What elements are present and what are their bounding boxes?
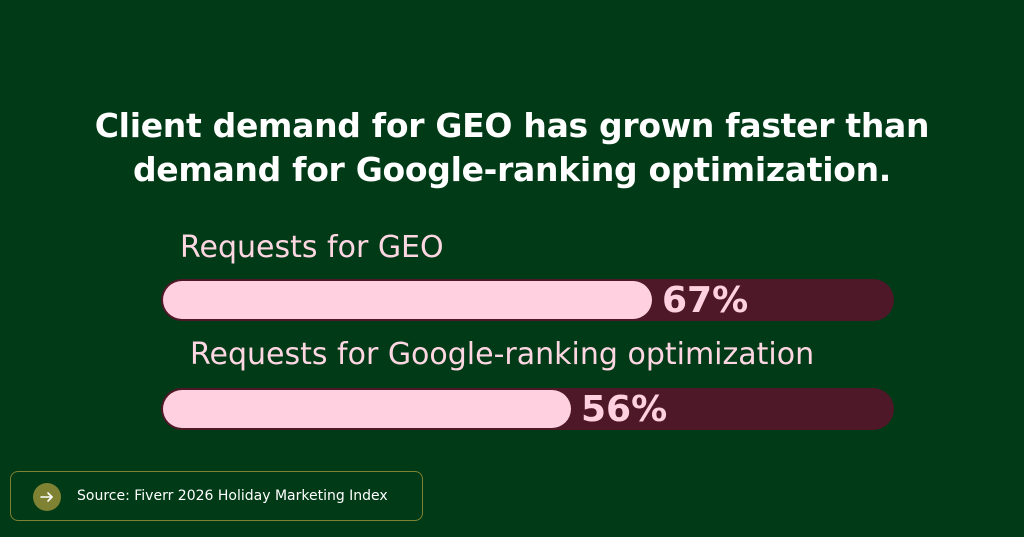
- chart-title: Client demand for GEO has grown faster t…: [62, 104, 962, 192]
- bar-track-google-ranking: 56%: [161, 388, 894, 430]
- bar-fill-geo: [163, 281, 652, 319]
- source-box: Source: Fiverr 2026 Holiday Marketing In…: [10, 471, 423, 521]
- bar-track-geo: 67%: [161, 279, 894, 321]
- bar-label-geo: Requests for GEO: [180, 230, 444, 265]
- chart-title-line-2: demand for Google-ranking optimization.: [132, 150, 892, 189]
- bar-fill-google-ranking: [163, 390, 571, 428]
- bar-value-label-geo: 67%: [662, 280, 749, 321]
- source-text: Source: Fiverr 2026 Holiday Marketing In…: [77, 488, 388, 504]
- chart-title-line-1: Client demand for GEO has grown faster t…: [94, 106, 930, 145]
- bar-label-google-ranking: Requests for Google-ranking optimization: [190, 337, 815, 372]
- bar-value-label-google-ranking: 56%: [581, 389, 668, 430]
- arrow-right-icon: [33, 483, 61, 511]
